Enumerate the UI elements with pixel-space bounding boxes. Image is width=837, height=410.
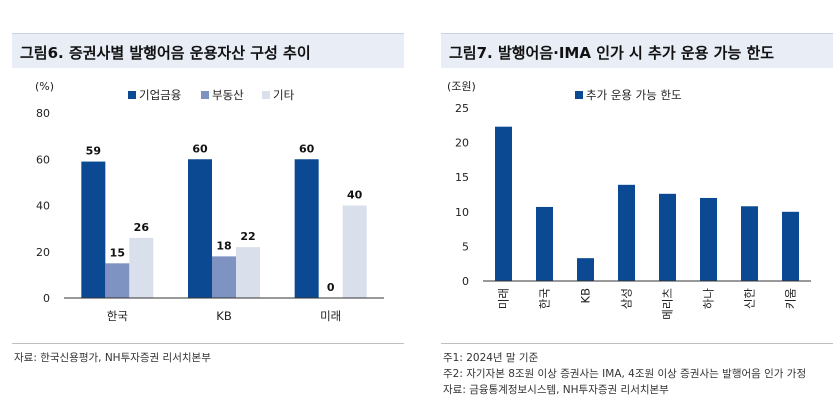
left-chart-title: 그림6. 증권사별 발행어음 운용자산 구성 추이 <box>20 44 311 62</box>
left-bar-0-2 <box>129 237 154 298</box>
left-x-tick-label-0: 한국 <box>107 309 128 323</box>
left-legend-swatch-2 <box>262 91 270 99</box>
left-bar-value-label-0-1: 15 <box>110 246 125 259</box>
left-bar-value-label-2-0: 60 <box>299 142 315 155</box>
right-y-tick-label-4: 20 <box>455 137 469 150</box>
left-bar-1-0 <box>188 159 212 298</box>
right-chart-title: 그림7. 발행어음·IMA 인가 시 추가 운용 가능 한도 <box>449 44 775 62</box>
left-divider <box>12 343 404 344</box>
left-bar-value-label-1-1: 18 <box>216 239 231 252</box>
left-bar-1-2 <box>236 247 260 298</box>
right-bar-0 <box>495 126 512 282</box>
left-bar-1-1 <box>212 256 236 298</box>
left-legend-swatch-1 <box>201 91 209 99</box>
right-x-tick-label-6: 신한 <box>743 288 757 310</box>
right-x-tick-label-7: 키움 <box>784 288 798 309</box>
left-bar-value-label-0-2: 26 <box>134 221 150 234</box>
right-x-tick-label-0: 미래 <box>497 288 511 309</box>
right-note-3: 자료: 금융통계정보시스템, NH투자증권 리서치본부 <box>443 384 669 396</box>
right-x-tick-label-1: 한국 <box>538 288 552 309</box>
right-bar-3 <box>618 184 635 281</box>
left-x-tick-label-1: KB <box>216 309 232 323</box>
left-bar-value-label-0-0: 59 <box>86 145 101 158</box>
left-y-tick-label-2: 40 <box>36 200 50 213</box>
right-bar-1 <box>536 206 553 281</box>
left-y-unit-label: (%) <box>35 80 54 93</box>
right-legend-swatch <box>575 91 583 99</box>
left-x-tick-label-2: 미래 <box>320 309 341 323</box>
right-chart-panel: 그림7. 발행어음·IMA 인가 시 추가 운용 가능 한도 (조원) 추가 운용… <box>429 0 837 410</box>
left-y-tick-label-1: 20 <box>36 246 50 259</box>
left-y-tick-label-0: 0 <box>43 292 50 305</box>
left-bar-value-label-2-2: 40 <box>347 189 363 202</box>
left-chart-panel: 그림6. 증권사별 발행어음 운용자산 구성 추이 (%) 기업금융 부동산 기타 0 2… <box>0 0 408 410</box>
left-bar-2-2 <box>342 205 367 298</box>
left-bar-value-label-1-0: 60 <box>192 142 208 155</box>
right-x-tick-label-4: 메리츠 <box>661 288 675 320</box>
right-x-tick-label-3: 삼성 <box>620 288 634 309</box>
right-x-tick-label-5: 하나 <box>702 288 716 310</box>
left-legend-swatch-0 <box>128 91 136 99</box>
right-y-tick-label-0: 0 <box>462 275 469 288</box>
right-y-unit-label: (조원) <box>447 80 476 93</box>
right-y-tick-label-3: 15 <box>455 171 469 184</box>
left-bar-2-0 <box>294 159 319 298</box>
right-bar-chart: (조원) 추가 운용 가능 한도 0 5 10 15 20 25 미래 한국 KB 삼성 메리츠 하나 신한… <box>447 80 811 320</box>
left-y-tick-label-4: 80 <box>36 107 50 120</box>
left-legend-label-1: 부동산 <box>212 88 244 102</box>
right-bar-7 <box>782 211 799 281</box>
right-note-1: 주1: 2024년 말 기준 <box>443 352 539 364</box>
left-source-note: 자료: 한국신용평가, NH투자증권 리서치본부 <box>14 352 211 364</box>
right-x-tick-label-2: KB <box>579 288 593 304</box>
left-title-bar: 그림6. 증권사별 발행어음 운용자산 구성 추이 <box>12 33 404 68</box>
right-bar-2 <box>577 258 594 281</box>
right-y-tick-label-2: 10 <box>455 206 469 219</box>
left-bar-0-0 <box>81 161 106 298</box>
right-title-bar: 그림7. 발행어음·IMA 인가 시 추가 운용 가능 한도 <box>441 33 833 68</box>
right-divider <box>441 343 833 344</box>
right-bar-4 <box>659 193 676 281</box>
left-bar-0-1 <box>105 263 130 298</box>
right-bar-6 <box>741 206 758 281</box>
right-y-tick-label-1: 5 <box>462 240 469 253</box>
left-legend-label-0: 기업금융 <box>139 88 181 102</box>
left-bar-value-label-2-1: 0 <box>327 281 335 294</box>
left-bar-chart: (%) 기업금융 부동산 기타 0 20 40 60 80 59 15 26 한국 60 18 22 KB 60 0… <box>35 80 384 323</box>
right-note-2: 주2: 자기자본 8조원 이상 증권사는 IMA, 4조원 이상 증권사는 발행… <box>443 368 807 380</box>
left-legend-label-2: 기타 <box>273 88 295 102</box>
right-y-tick-label-5: 25 <box>455 102 469 115</box>
left-bar-value-label-1-2: 22 <box>240 230 255 243</box>
right-bar-5 <box>700 197 717 281</box>
left-y-tick-label-3: 60 <box>36 153 50 166</box>
right-legend-label: 추가 운용 가능 한도 <box>586 88 682 102</box>
